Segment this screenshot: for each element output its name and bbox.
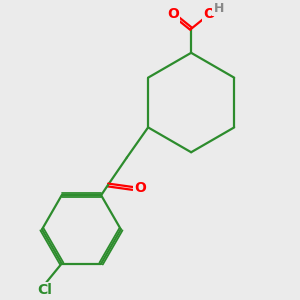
- Text: O: O: [203, 8, 215, 21]
- Text: O: O: [167, 8, 179, 21]
- Text: H: H: [213, 2, 224, 15]
- Text: Cl: Cl: [37, 283, 52, 297]
- Text: O: O: [134, 182, 146, 195]
